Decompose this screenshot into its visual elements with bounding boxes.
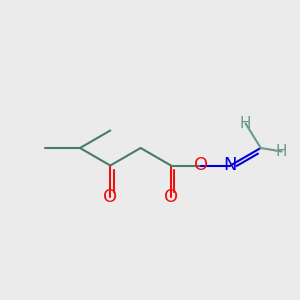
Text: H: H	[276, 144, 287, 159]
Text: O: O	[164, 188, 178, 206]
Text: O: O	[103, 188, 117, 206]
Text: H: H	[240, 116, 251, 131]
Text: O: O	[194, 157, 208, 175]
Text: N: N	[224, 157, 237, 175]
